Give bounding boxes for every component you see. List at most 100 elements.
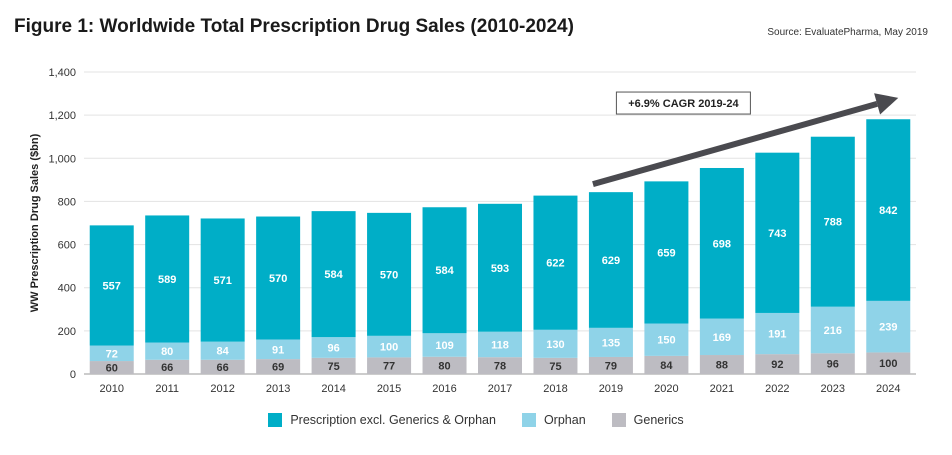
x-tick-label: 2015 <box>377 383 401 395</box>
y-tick-label: 600 <box>58 240 76 252</box>
bar-segment-generics <box>478 357 522 374</box>
legend-item-rx: Prescription excl. Generics & Orphan <box>268 413 496 427</box>
x-tick-label: 2021 <box>710 383 734 395</box>
stacked-bar-chart: 0 200 400 600 800 1,000 1,200 1,400 WW Prescript… <box>29 67 916 395</box>
data-label-orphan: 91 <box>272 344 284 356</box>
cagr-annotation-label: +6.9% CAGR 2019-24 <box>628 98 739 110</box>
bar-segment-rx <box>699 167 744 319</box>
chart-title: Figure 1: Worldwide Total Prescription D… <box>14 16 574 37</box>
bar-segment-orphan <box>588 327 633 357</box>
data-label-rx: 570 <box>269 273 287 285</box>
source-note: Source: EvaluatePharma, May 2019 <box>767 27 928 38</box>
bar-segment-generics <box>200 359 245 374</box>
bar-segment-rx <box>866 119 911 301</box>
data-label-orphan: 118 <box>491 339 509 351</box>
data-label-generics: 79 <box>605 360 617 372</box>
bar-segment-generics <box>810 353 855 374</box>
bar-segment-rx <box>644 181 689 324</box>
bar-segment-orphan <box>533 329 578 358</box>
bar-segment-orphan <box>367 335 412 358</box>
data-label-rx: 659 <box>657 247 675 259</box>
data-label-rx: 698 <box>713 238 731 250</box>
bar-segment-orphan <box>200 341 245 360</box>
y-tick-label: 800 <box>58 196 76 208</box>
data-label-generics: 78 <box>494 361 506 373</box>
data-label-rx: 557 <box>103 280 121 292</box>
legend: Prescription excl. Generics & Orphan Orp… <box>0 413 952 427</box>
data-label-rx: 842 <box>879 205 897 217</box>
bar-segment-orphan <box>145 342 190 360</box>
y-axis-label: WW Prescription Drug Sales ($bn) <box>29 133 41 312</box>
data-label-rx: 788 <box>824 217 842 229</box>
legend-item-generics: Generics <box>611 413 684 427</box>
x-tick-label: 2020 <box>654 383 678 395</box>
bar-segment-generics <box>533 357 578 374</box>
data-label-generics: 96 <box>827 359 839 371</box>
bar-segment-generics <box>145 359 190 374</box>
cagr-arrow-shaft <box>592 100 878 188</box>
y-tick-label: 1,400 <box>48 67 76 79</box>
bar-segment-rx <box>533 195 578 330</box>
data-label-orphan: 169 <box>713 332 731 344</box>
data-label-orphan: 109 <box>435 340 453 352</box>
data-label-rx: 584 <box>435 265 454 277</box>
data-label-generics: 88 <box>716 360 728 372</box>
legend-swatch-generics <box>611 413 626 427</box>
bar-segment-rx <box>478 203 522 332</box>
data-label-rx: 570 <box>380 269 398 281</box>
x-tick-label: 2018 <box>543 383 567 395</box>
data-label-generics: 92 <box>771 359 783 371</box>
bar-segment-generics <box>256 359 301 374</box>
data-label-generics: 75 <box>549 361 561 373</box>
data-label-generics: 66 <box>161 362 173 374</box>
bar-segment-generics <box>367 357 412 374</box>
data-label-rx: 589 <box>158 274 176 286</box>
legend-swatch-rx <box>268 413 283 427</box>
data-label-generics: 60 <box>106 363 118 375</box>
data-label-orphan: 216 <box>824 325 842 337</box>
data-label-generics: 69 <box>272 362 284 374</box>
bar-segment-generics <box>866 352 911 374</box>
data-label-rx: 593 <box>491 263 509 275</box>
data-label-orphan: 84 <box>217 346 230 358</box>
bar-segment-orphan <box>866 300 911 353</box>
bar-segment-generics <box>422 356 467 374</box>
bar-segment-generics <box>644 355 689 374</box>
bar-segment-rx <box>311 211 356 338</box>
legend-label-orphan: Orphan <box>543 413 586 427</box>
data-label-orphan: 150 <box>657 335 675 347</box>
x-tick-label: 2023 <box>821 383 845 395</box>
x-tick-label: 2013 <box>266 383 290 395</box>
cagr-arrow-head <box>874 93 899 115</box>
bar-segment-rx <box>367 212 412 336</box>
bar-segment-rx <box>588 192 633 328</box>
legend-label-generics: Generics <box>633 413 684 427</box>
x-tick-label: 2019 <box>599 383 623 395</box>
data-label-generics: 77 <box>383 361 395 373</box>
y-tick-label: 1,000 <box>48 153 76 165</box>
bar-segment-generics <box>89 361 134 374</box>
bar-segment-orphan <box>699 318 744 356</box>
legend-label-rx: Prescription excl. Generics & Orphan <box>290 413 496 427</box>
bar-segment-rx <box>200 218 245 342</box>
bar-segment-rx <box>89 225 134 346</box>
data-label-orphan: 191 <box>768 329 786 341</box>
data-label-orphan: 72 <box>106 348 118 360</box>
data-label-orphan: 239 <box>879 322 897 334</box>
bar-segment-orphan <box>755 312 800 355</box>
bar-segment-rx <box>810 136 855 307</box>
bar-segment-orphan <box>311 337 356 358</box>
data-label-generics: 66 <box>217 362 229 374</box>
x-tick-label: 2010 <box>99 383 123 395</box>
data-label-generics: 75 <box>327 361 339 373</box>
bar-segment-orphan <box>422 333 467 357</box>
data-label-orphan: 100 <box>380 342 398 354</box>
data-label-orphan: 96 <box>327 342 339 354</box>
y-tick-label: 1,200 <box>48 110 76 122</box>
x-tick-label: 2017 <box>488 383 512 395</box>
bar-segment-generics <box>311 357 356 374</box>
x-tick-label: 2012 <box>210 383 234 395</box>
bar-segment-generics <box>588 356 633 374</box>
legend-item-orphan: Orphan <box>521 413 586 427</box>
data-label-generics: 100 <box>879 358 897 370</box>
